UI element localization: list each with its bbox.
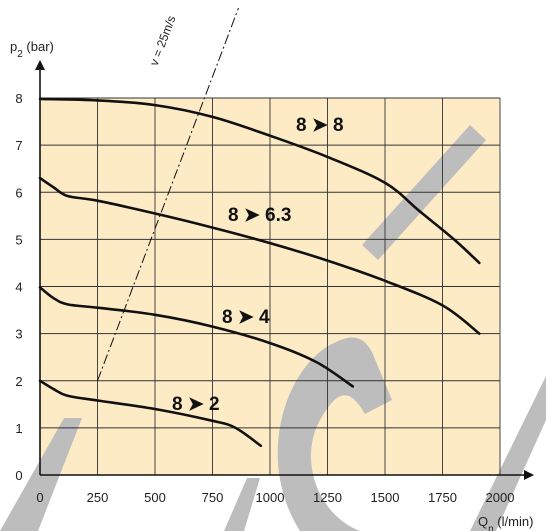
x-tick-label: 1500 xyxy=(371,490,400,505)
axes xyxy=(35,60,534,480)
tick-labels: 0 250 500 750 1000 1250 1500 1750 2000 0 1 2 3 4 5 6 7 8 p… xyxy=(10,39,533,531)
y-tick-label: 5 xyxy=(15,232,22,247)
y-tick-label: 3 xyxy=(15,327,22,342)
series-label-3: 8 ➤ 2 xyxy=(172,394,220,415)
series-label-2: 8 ➤ 4 xyxy=(222,307,270,328)
y-tick-label: 6 xyxy=(15,185,22,200)
grid xyxy=(40,97,501,475)
y-tick-label: 4 xyxy=(15,280,22,295)
x-axis-title: Qn (l/min) xyxy=(478,514,533,531)
series-line-0 xyxy=(38,97,481,265)
curves xyxy=(38,97,481,448)
x-tick-label: 2000 xyxy=(486,490,515,505)
y-tick-label: 8 xyxy=(15,91,22,106)
x-tick-label: 1250 xyxy=(313,490,342,505)
y-axis-title: p2 (bar) xyxy=(10,39,54,60)
x-tick-label: 250 xyxy=(87,490,109,505)
x-tick-label: 1750 xyxy=(428,490,457,505)
x-tick-label: 500 xyxy=(144,490,166,505)
velocity-line-path xyxy=(97,7,239,381)
series-label-1: 8 ➤ 6.3 xyxy=(228,205,291,226)
x-tick-label: 1000 xyxy=(256,490,285,505)
y-tick-label: 7 xyxy=(15,138,22,153)
x-tick-label: 0 xyxy=(36,490,43,505)
series-line-2 xyxy=(38,286,355,388)
series-line-1 xyxy=(38,176,481,335)
series-label-0: 8 ➤ 8 xyxy=(296,115,344,136)
watermark-stroke xyxy=(224,478,260,531)
x-tick-label: 750 xyxy=(202,490,224,505)
y-tick-label: 2 xyxy=(15,374,22,389)
y-tick-label: 0 xyxy=(15,468,22,483)
series-line-3 xyxy=(38,379,263,448)
watermark-stroke xyxy=(470,376,546,531)
watermark-c-shape xyxy=(277,337,392,531)
velocity-line-label: v = 25m/s xyxy=(147,14,179,68)
curve-labels: 8 ➤ 8 8 ➤ 6.3 8 ➤ 4 8 ➤ 2 xyxy=(172,115,344,415)
y-tick-label: 1 xyxy=(15,421,22,436)
